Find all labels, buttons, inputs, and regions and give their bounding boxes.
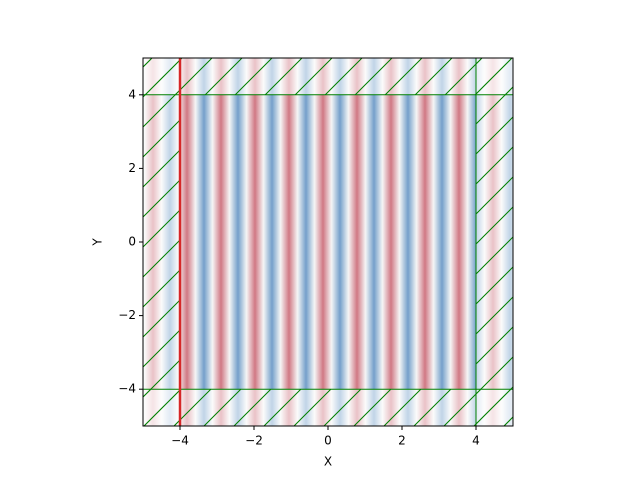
pml-hatch [476, 58, 513, 426]
x-axis-label: X [324, 455, 332, 469]
y-tick-label: 2 [128, 161, 136, 175]
x-tick-label: 4 [472, 434, 480, 448]
y-axis-label: Y [91, 238, 105, 247]
plot-area [143, 58, 513, 426]
pml-hatch [143, 58, 513, 95]
x-tick-label: 2 [398, 434, 406, 448]
x-tick-label: −2 [245, 434, 263, 448]
pml-hatch [143, 58, 180, 426]
y-tick-label: 4 [128, 87, 136, 101]
y-tick-label: −2 [118, 308, 136, 322]
pml-hatch [143, 389, 513, 426]
y-tick-label: −4 [118, 382, 136, 396]
x-tick-label: −4 [171, 434, 189, 448]
y-tick-label: 0 [128, 235, 136, 249]
field-image [143, 58, 513, 426]
x-tick-label: 0 [324, 434, 332, 448]
